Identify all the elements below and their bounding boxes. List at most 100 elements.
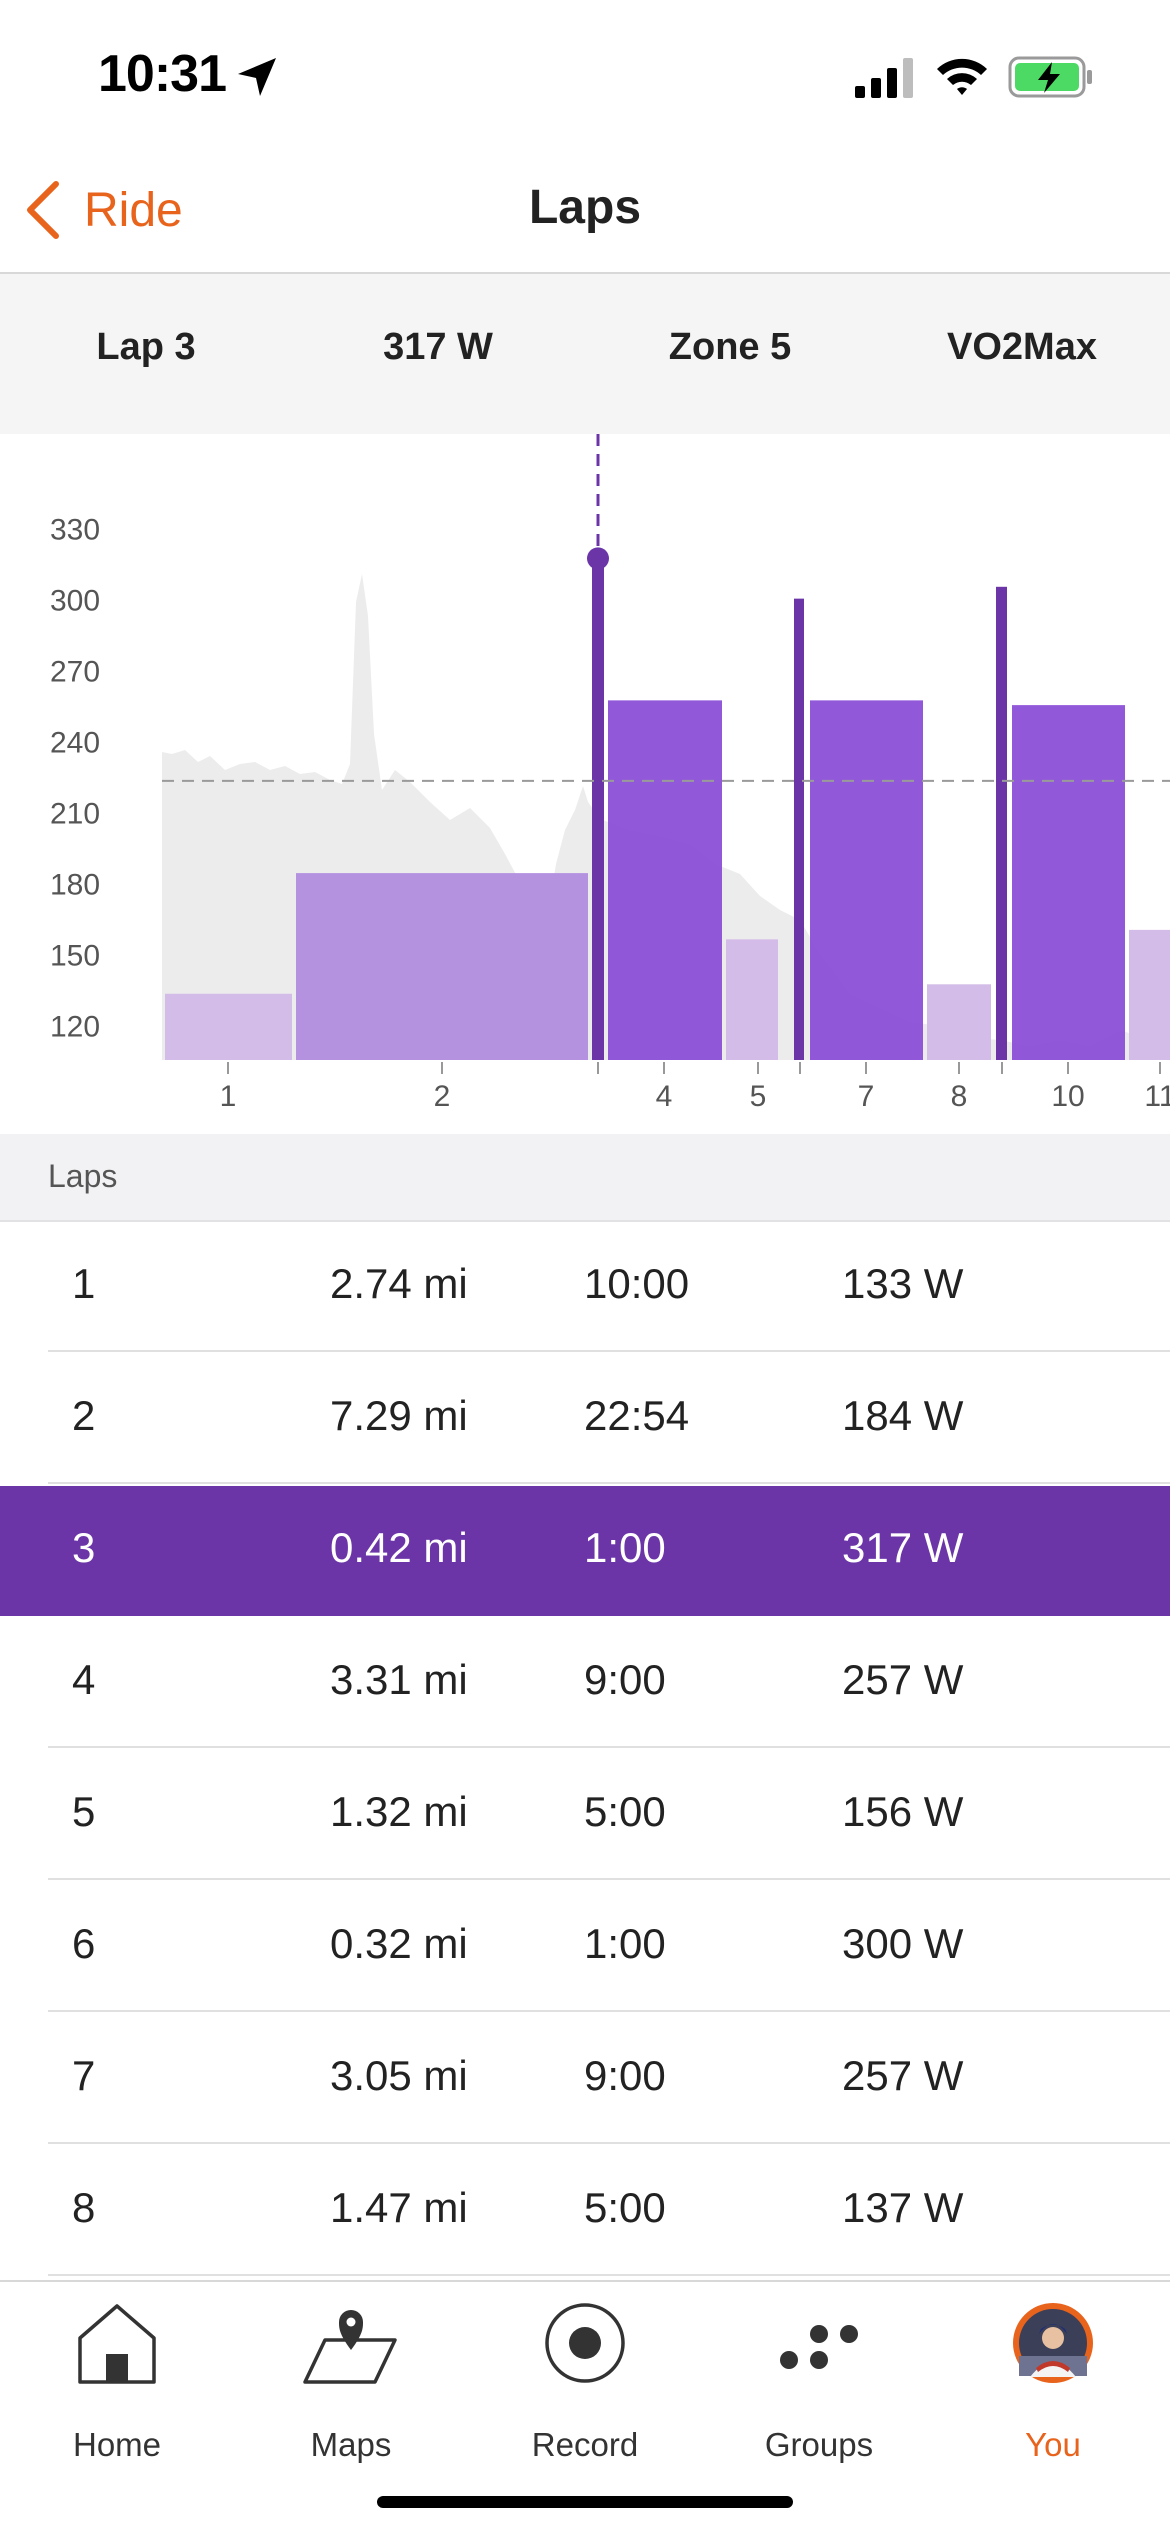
- x-tick-label: 2: [434, 1080, 451, 1113]
- tab-groups-label: Groups: [764, 2426, 874, 2463]
- bar-lap-9: [996, 586, 1007, 1060]
- summary-zone: Zone 5: [668, 326, 792, 368]
- bar-lap-3: [592, 558, 604, 1060]
- x-tick-label: 8: [951, 1080, 968, 1113]
- tab-maps-label: Maps: [310, 2426, 392, 2463]
- lap-number: 3: [72, 1524, 96, 1571]
- lap-distance: 7.29 mi: [330, 1392, 468, 1439]
- y-tick-label: 210: [50, 798, 100, 831]
- table-row[interactable]: 4 3.31 mi 9:00 257 W: [0, 1618, 1170, 1748]
- y-tick-label: 150: [50, 940, 100, 973]
- table-row[interactable]: 2 7.29 mi 22:54 184 W: [0, 1354, 1170, 1484]
- row-divider: [48, 2274, 1170, 2276]
- lap-power: 156 W: [842, 1788, 964, 1835]
- summary-power: 317 W: [383, 326, 493, 368]
- chevron-left-icon: [27, 181, 59, 239]
- lap-time: 5:00: [584, 2184, 666, 2231]
- tab-maps[interactable]: Maps: [234, 2298, 468, 2468]
- lap-distance: 1.47 mi: [330, 2184, 468, 2231]
- bar-lap-2: [296, 873, 588, 1060]
- table-row[interactable]: 5 1.32 mi 5:00 156 W: [0, 1750, 1170, 1880]
- bar-lap-1: [165, 993, 292, 1060]
- lap-power: 184 W: [842, 1392, 964, 1439]
- lap-distance: 2.74 mi: [330, 1260, 468, 1307]
- table-row[interactable]: 7 3.05 mi 9:00 257 W: [0, 2014, 1170, 2144]
- navigation-bar: Ride Laps: [0, 150, 1170, 274]
- bar-lap-4: [608, 700, 722, 1060]
- row-divider: [48, 1482, 1170, 1484]
- row-divider: [48, 1878, 1170, 1880]
- record-icon: [545, 2303, 625, 2383]
- x-tick-label: 10: [1051, 1080, 1084, 1113]
- tab-groups[interactable]: Groups: [702, 2298, 936, 2468]
- wifi-icon: [937, 58, 987, 95]
- lap-time: 9:00: [584, 1656, 666, 1703]
- lap-power: 257 W: [842, 2052, 964, 2099]
- bar-lap-6: [794, 598, 804, 1060]
- tab-you[interactable]: You: [936, 2298, 1170, 2468]
- bar-lap-10: [1012, 705, 1125, 1060]
- y-tick-label: 240: [50, 727, 100, 760]
- bar-lap-5: [726, 939, 778, 1060]
- table-row[interactable]: 6 0.32 mi 1:00 300 W: [0, 1882, 1170, 2012]
- row-divider: [48, 1350, 1170, 1352]
- tab-home[interactable]: Home: [0, 2298, 234, 2468]
- lap-power: 137 W: [842, 2184, 964, 2231]
- x-tick-label: 5: [750, 1080, 767, 1113]
- page-title: Laps: [528, 181, 642, 234]
- avatar: [1013, 2303, 1093, 2383]
- lap-power: 133 W: [842, 1260, 964, 1307]
- laps-power-chart[interactable]: 330 300 270 240 210 180 150 120 1 2 4 5 7 8 10 11: [0, 434, 1170, 1134]
- home-indicator: [377, 2496, 793, 2508]
- lap-distance: 3.05 mi: [330, 2052, 468, 2099]
- table-row[interactable]: 1 2.74 mi 10:00 133 W: [0, 1222, 1170, 1352]
- selected-lap-marker-dot: [587, 547, 609, 570]
- back-button[interactable]: Ride: [22, 180, 183, 240]
- x-tick-label: 4: [656, 1080, 673, 1113]
- lap-number: 1: [72, 1260, 96, 1307]
- bar-lap-7: [810, 700, 923, 1060]
- cellular-signal-icon: [855, 58, 913, 98]
- back-label: Ride: [84, 183, 183, 237]
- table-row[interactable]: 8 1.47 mi 5:00 137 W: [0, 2146, 1170, 2276]
- row-divider: [48, 2010, 1170, 2012]
- y-tick-label: 270: [50, 656, 100, 689]
- lap-number: 2: [72, 1392, 96, 1439]
- summary-type: VO2Max: [947, 326, 1097, 368]
- lap-power: 300 W: [842, 1920, 964, 1967]
- groups-icon: [780, 2325, 858, 2369]
- lap-time: 22:54: [584, 1392, 690, 1439]
- y-tick-label: 330: [50, 514, 100, 547]
- battery-charging-icon: [1008, 56, 1092, 98]
- y-tick-label: 120: [50, 1011, 100, 1044]
- lap-distance: 1.32 mi: [330, 1788, 468, 1835]
- lap-distance: 0.32 mi: [330, 1920, 468, 1967]
- tab-home-label: Home: [72, 2426, 162, 2463]
- lap-time: 9:00: [584, 2052, 666, 2099]
- laps-section-header: Laps: [0, 1134, 1170, 1222]
- lap-time: 1:00: [584, 1524, 666, 1571]
- lap-summary: Lap 3 317 W Zone 5 VO2Max: [0, 274, 1170, 434]
- lap-power: 317 W: [842, 1524, 964, 1571]
- lap-number: 4: [72, 1656, 96, 1703]
- tab-record[interactable]: Record: [468, 2298, 702, 2468]
- lap-distance: 0.42 mi: [330, 1524, 468, 1571]
- lap-time: 1:00: [584, 1920, 666, 1967]
- lap-time: 5:00: [584, 1788, 666, 1835]
- location-arrow-icon: [238, 58, 276, 96]
- map-icon: [303, 2310, 397, 2384]
- x-tick-label: 7: [858, 1080, 875, 1113]
- lap-number: 6: [72, 1920, 96, 1967]
- status-bar: 10:31: [0, 0, 1170, 150]
- bar-lap-8: [927, 984, 991, 1060]
- laps-section-title: Laps: [48, 1158, 118, 1194]
- summary-lap: Lap 3: [96, 326, 196, 368]
- tab-you-label: You: [1025, 2426, 1081, 2463]
- status-time: 10:31: [98, 45, 227, 103]
- table-row-selected[interactable]: 3 0.42 mi 1:00 317 W: [0, 1486, 1170, 1616]
- lap-number: 7: [72, 2052, 96, 2099]
- tab-bar: Home Maps Record Groups: [0, 2280, 1170, 2534]
- bar-lap-11: [1129, 929, 1170, 1060]
- y-tick-label: 300: [50, 585, 100, 618]
- lap-power: 257 W: [842, 1656, 964, 1703]
